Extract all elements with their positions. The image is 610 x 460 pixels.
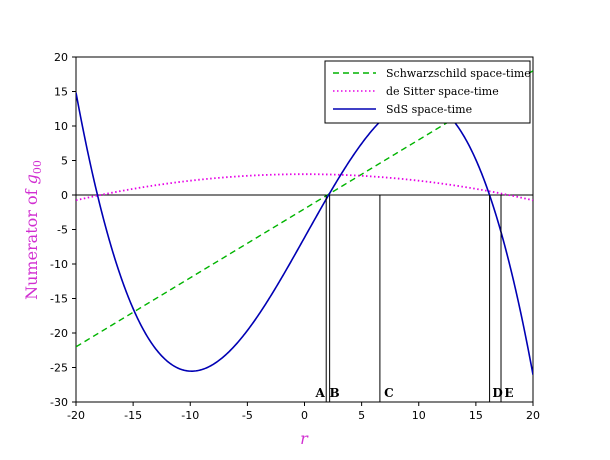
y-tick-label: -15 xyxy=(50,293,68,306)
y-tick-label: 20 xyxy=(54,51,68,64)
y-tick-label: 10 xyxy=(54,120,68,133)
x-tick-label: 0 xyxy=(301,409,308,422)
y-axis-label-symbol: g xyxy=(22,174,41,184)
x-tick-label: -15 xyxy=(124,409,142,422)
y-tick-label: -5 xyxy=(57,224,68,237)
x-tick-label: 20 xyxy=(526,409,540,422)
x-tick-label: 5 xyxy=(358,409,365,422)
legend-label-sds: SdS space-time xyxy=(386,103,472,116)
y-tick-label: -30 xyxy=(50,396,68,409)
marker-label-E: E xyxy=(504,386,513,400)
y-axis-label-main: Numerator of xyxy=(22,184,41,300)
y-tick-label: -10 xyxy=(50,258,68,271)
x-tick-label: -20 xyxy=(67,409,85,422)
legend: Schwarzschild space-time de Sitter space… xyxy=(324,60,531,124)
x-tick-label: -10 xyxy=(181,409,199,422)
y-tick-label: -25 xyxy=(50,362,68,375)
x-tick-label: 10 xyxy=(412,409,426,422)
marker-label-B: B xyxy=(330,386,340,400)
series-line-2 xyxy=(76,92,533,375)
y-tick-label: 15 xyxy=(54,86,68,99)
y-tick-label: 0 xyxy=(61,189,68,202)
marker-label-C: C xyxy=(384,386,394,400)
legend-box xyxy=(324,60,531,124)
marker-label-D: D xyxy=(492,386,502,400)
legend-label-desitter: de Sitter space-time xyxy=(386,85,499,98)
x-tick-label: 15 xyxy=(469,409,483,422)
y-axis-label-subscript: 00 xyxy=(31,160,44,174)
axis-layer: -20 -15 -10 -5 0 5 10 15 20 20 15 10 5 0 -5 -10 -15 -20 -2… xyxy=(50,51,540,422)
y-tick-label: 5 xyxy=(61,155,68,168)
x-tick-label: -5 xyxy=(242,409,253,422)
x-axis-label: r xyxy=(300,429,309,448)
legend-label-schwarzschild: Schwarzschild space-time xyxy=(386,67,531,80)
y-axis-label: Numerator of g00 xyxy=(22,160,44,300)
marker-label-A: A xyxy=(315,386,326,400)
series-line-1 xyxy=(76,173,533,202)
y-tick-label: -20 xyxy=(50,327,68,340)
